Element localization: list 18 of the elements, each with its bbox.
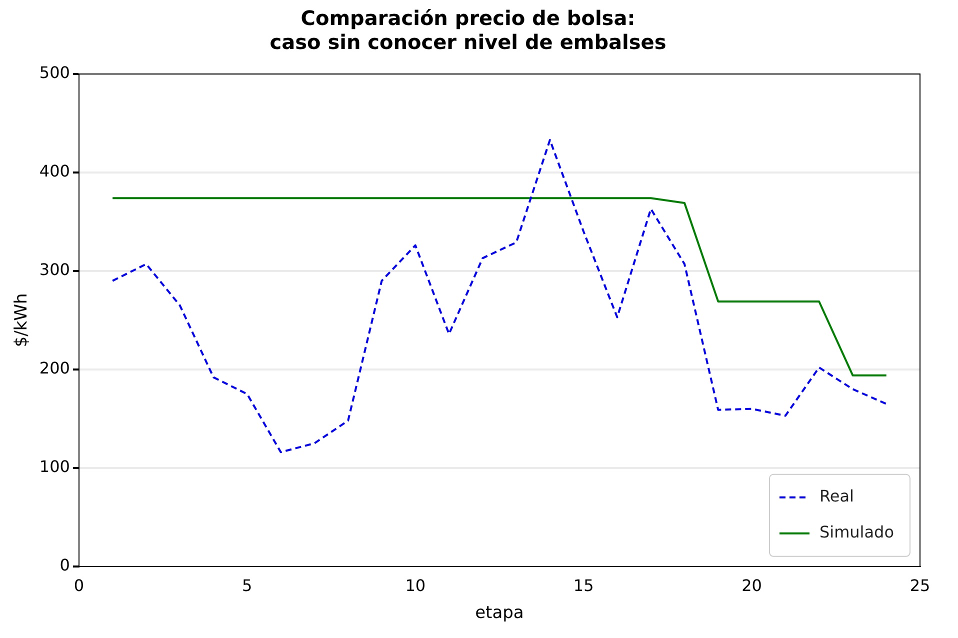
y-axis-title: $/kWh xyxy=(12,293,32,348)
x-tick-label: 0 xyxy=(74,576,84,596)
x-axis-title: etapa xyxy=(475,603,524,624)
y-tick-label: 200 xyxy=(39,358,70,378)
y-tick-label: 100 xyxy=(39,457,70,476)
chart-title: Comparación precio de bolsa: caso sin conocer nivel de embalses xyxy=(270,6,666,54)
x-tick-label: 20 xyxy=(742,576,762,596)
x-tick-label: 25 xyxy=(910,576,930,596)
y-tick-label: 400 xyxy=(39,162,70,181)
x-tick-label: 5 xyxy=(242,576,252,596)
legend-label: Real xyxy=(819,486,854,506)
y-tick-label: 300 xyxy=(39,260,70,280)
x-tick-label: 10 xyxy=(405,576,426,596)
x-tick-label: 15 xyxy=(573,576,594,596)
y-tick-label: 0 xyxy=(60,556,70,575)
legend-label: Simulado xyxy=(819,522,894,542)
y-tick-label: 500 xyxy=(39,63,70,82)
line-series xyxy=(112,138,888,454)
